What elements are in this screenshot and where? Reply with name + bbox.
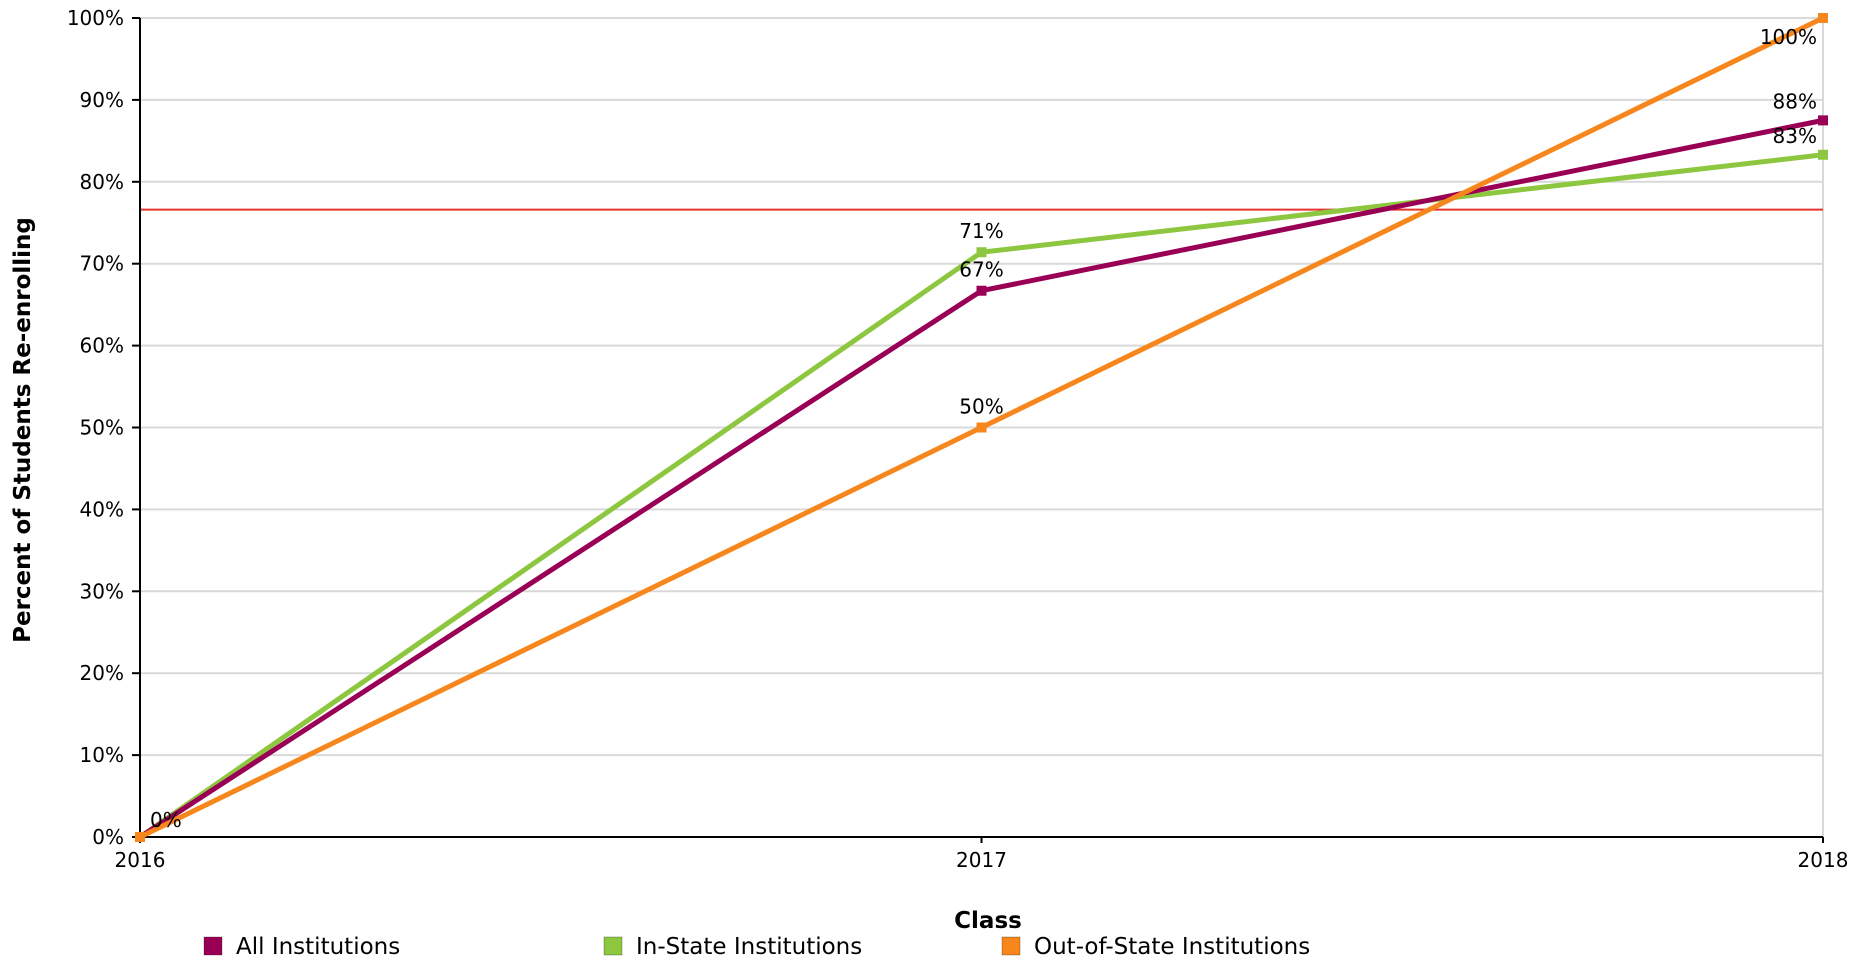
legend-swatch-all-institutions <box>203 936 223 956</box>
data-point-out-of-state-institutions <box>976 422 987 433</box>
y-tick-label: 60% <box>80 334 124 358</box>
legend-label-in-state-institutions: In-State Institutions <box>636 934 862 960</box>
data-point-out-of-state-institutions <box>135 832 145 842</box>
axis-titles: Class Percent of Students Re-enrolling <box>10 217 1022 934</box>
y-axis-title: Percent of Students Re-enrolling <box>10 217 36 643</box>
y-tick-label: 90% <box>80 88 124 112</box>
legend-swatch-out-of-state-institutions <box>1001 936 1021 956</box>
data-label: 67% <box>959 258 1003 282</box>
data-point-all-institutions <box>976 285 987 296</box>
data-labels: 0% 67% 88% 71% 83% 50% 100% <box>150 25 1817 832</box>
legend-label-all-institutions: All Institutions <box>236 934 400 960</box>
legend-label-out-of-state-institutions: Out-of-State Institutions <box>1034 934 1310 960</box>
x-axis-title: Class <box>954 908 1022 934</box>
y-tick-label: 100% <box>67 6 124 30</box>
legend: All Institutions In-State Institutions Out… <box>203 934 1310 960</box>
y-tick-label: 40% <box>80 497 124 521</box>
data-label: 100% <box>1760 25 1817 49</box>
data-label: 88% <box>1773 89 1817 113</box>
y-tick-label: 0% <box>92 825 124 849</box>
data-label: 0% <box>150 808 182 832</box>
y-tick-label: 80% <box>80 170 124 194</box>
y-tick-label: 20% <box>80 661 124 685</box>
legend-swatch-in-state-institutions <box>603 936 623 956</box>
data-label: 50% <box>959 395 1003 419</box>
data-point-in-state-institutions <box>1818 149 1828 160</box>
y-tick-label: 10% <box>80 743 124 767</box>
data-label: 83% <box>1773 124 1817 148</box>
data-label: 71% <box>959 219 1003 243</box>
x-tick-label: 2016 <box>115 848 166 872</box>
data-point-out-of-state-institutions <box>1818 13 1828 23</box>
series-lines <box>135 13 1828 842</box>
y-tick-label: 30% <box>80 579 124 603</box>
axes: 0% 10% 20% 30% 40% 50% 60% 70% 80% 90% 100% 2016 201… <box>67 6 1849 872</box>
data-point-all-institutions <box>1818 115 1828 126</box>
y-tick-label: 70% <box>80 252 124 276</box>
y-tick-label: 50% <box>80 416 124 440</box>
x-tick-label: 2017 <box>956 848 1007 872</box>
x-tick-label: 2018 <box>1798 848 1849 872</box>
data-point-in-state-institutions <box>976 247 987 258</box>
